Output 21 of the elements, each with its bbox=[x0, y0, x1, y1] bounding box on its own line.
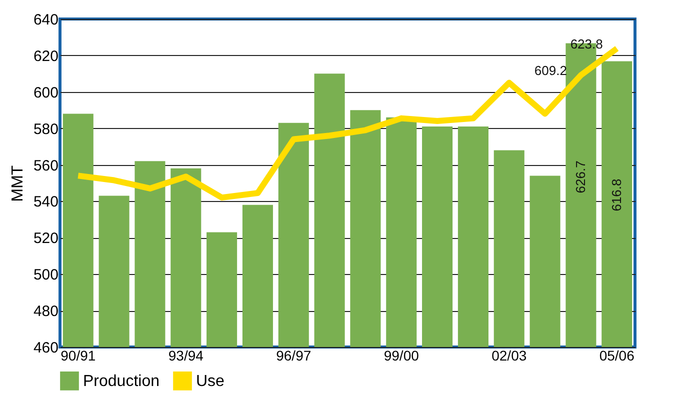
y-tick-label: 480 bbox=[33, 303, 58, 320]
y-tick-label: 540 bbox=[33, 194, 58, 211]
y-tick-label: 620 bbox=[33, 48, 58, 65]
x-tick-label: 02/03 bbox=[492, 348, 527, 364]
y-tick-label: 520 bbox=[33, 230, 58, 248]
x-tick-label: 90/91 bbox=[60, 348, 96, 364]
legend-label: Use bbox=[196, 372, 225, 390]
legend-label: Production bbox=[83, 372, 160, 390]
y-tick-label: 460 bbox=[33, 340, 58, 356]
x-tick-label: 99/00 bbox=[384, 348, 420, 364]
y-tick-label: 640 bbox=[33, 12, 58, 28]
data-label: 616.8 bbox=[608, 178, 624, 212]
x-tick-label: 93/94 bbox=[168, 348, 204, 364]
y-tick-label: 600 bbox=[33, 84, 58, 102]
y-tick-label: 580 bbox=[33, 120, 58, 138]
y-axis-title: MMT bbox=[9, 165, 26, 202]
x-tick-label: 96/97 bbox=[276, 348, 312, 364]
y-tick-label: 500 bbox=[33, 266, 58, 284]
data-label: 626.7 bbox=[572, 160, 588, 194]
x-tick-label: 05/06 bbox=[599, 348, 635, 364]
y-tick-label: 560 bbox=[33, 157, 58, 174]
